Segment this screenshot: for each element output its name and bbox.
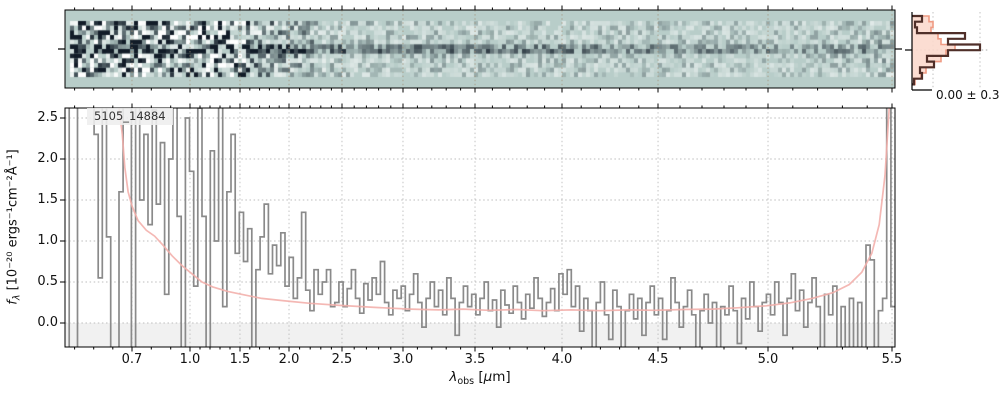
x-tick-label: 1.0: [179, 352, 201, 367]
x-tick-label: 4.5: [647, 352, 669, 367]
y-tick-label: 0.5: [37, 274, 58, 289]
y-tick-label: 2.5: [37, 110, 58, 125]
y-tick-label: 1.5: [37, 192, 58, 207]
error-line: [118, 108, 891, 312]
x-tick-label: 5.5: [881, 352, 903, 367]
x-tick-label: 4.0: [551, 352, 573, 367]
2d-panel-frame: [64, 9, 896, 89]
dark-histogram: [912, 14, 982, 86]
x-tick-label: 2.0: [278, 352, 300, 367]
below-zero-band: [65, 323, 895, 347]
y-tick-label: 1.0: [37, 233, 58, 248]
histogram-stats-label: 0.00 ± 0.33: [936, 88, 1000, 102]
source-id-label: 5105_14884: [87, 108, 173, 125]
x-tick-label: 1.5: [229, 352, 251, 367]
y-tick-label: 2.0: [37, 151, 58, 166]
plot-frame: [64, 107, 896, 348]
x-tick-label: 2.5: [331, 352, 353, 367]
x-tick-label: 5.0: [757, 352, 779, 367]
2d-spectrum-image: [65, 10, 895, 88]
y-tick-label: 0.0: [37, 315, 58, 330]
x-axis-label: λobs [μm]: [449, 369, 511, 387]
x-tick-label: 3.5: [464, 352, 486, 367]
x-tick-label: 3.0: [392, 352, 414, 367]
x-tick-label: 0.7: [121, 352, 143, 367]
